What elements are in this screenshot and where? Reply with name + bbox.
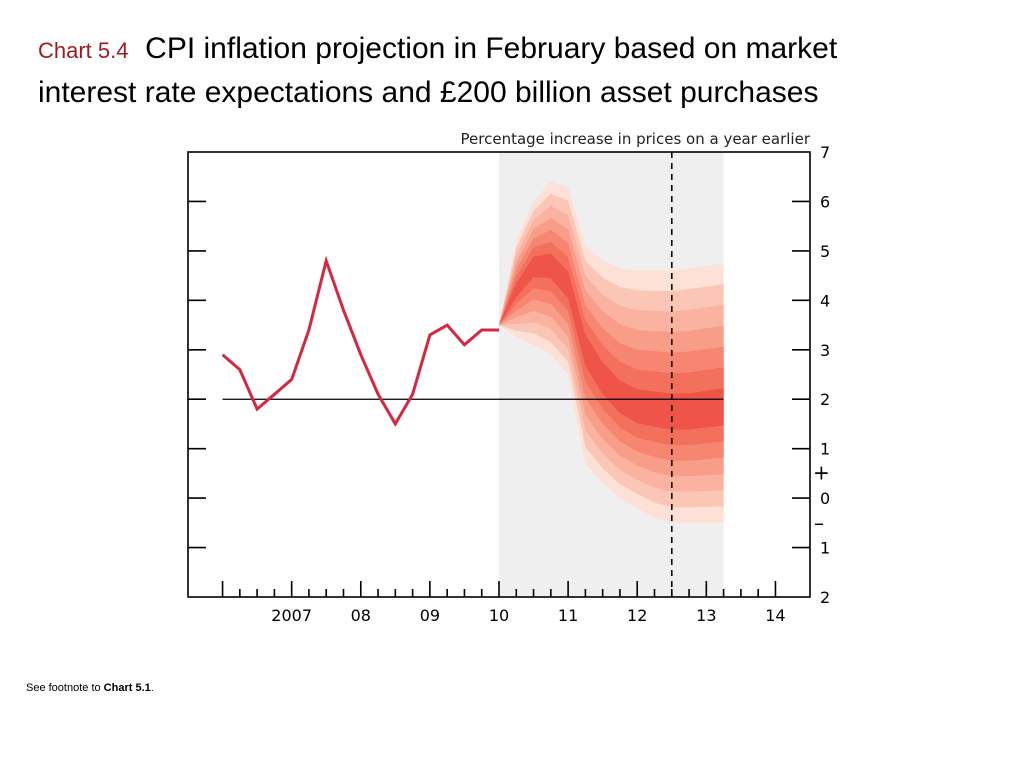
x-axis: 2007 08 09 10 11 12 13 14: [221, 581, 786, 625]
x-tick-label: 14: [765, 606, 785, 625]
y-tick-label: 1: [820, 440, 830, 459]
y-tick-label: 7: [820, 143, 830, 162]
fan-band: [499, 253, 724, 430]
y-axis-right: 7 6 5 4 3 2 1 0 1 2: [792, 143, 830, 607]
y-tick-label: 6: [820, 192, 830, 211]
footnote-ref: Chart 5.1: [103, 682, 151, 694]
x-tick-label: 10: [489, 606, 509, 625]
history-series-line: [221, 255, 499, 427]
y-tick-label: 0: [820, 489, 830, 508]
x-tick-label: 12: [627, 606, 647, 625]
x-tick-label: 2007: [271, 606, 312, 625]
chart-number: Chart 5.4: [38, 38, 129, 63]
title-text: CPI inflation projection in February bas…: [38, 32, 838, 109]
plus-sign: +: [813, 460, 830, 484]
y-tick-label: 2: [820, 588, 830, 607]
x-tick-label: 09: [420, 606, 440, 625]
slide-title: Chart 5.4 CPI inflation projection in Fe…: [38, 28, 938, 114]
x-tick-label: 11: [558, 606, 578, 625]
x-tick-label: 08: [351, 606, 371, 625]
y-tick-label: 4: [820, 291, 830, 310]
footnote-prefix: See footnote to: [26, 682, 104, 694]
minus-sign: –: [814, 511, 824, 535]
y-tick-label: 1: [820, 539, 830, 558]
x-tick-label: 13: [696, 606, 716, 625]
footnote: See footnote to Chart 5.1.: [26, 682, 154, 694]
chart-subtitle: Percentage increase in prices on a year …: [461, 130, 811, 148]
footnote-suffix: .: [150, 682, 154, 694]
y-tick-label: 2: [820, 390, 830, 409]
y-tick-label: 5: [820, 242, 830, 261]
y-axis-left-ticks: [188, 200, 206, 549]
y-tick-label: 3: [820, 341, 830, 360]
fan-chart: [499, 181, 724, 523]
